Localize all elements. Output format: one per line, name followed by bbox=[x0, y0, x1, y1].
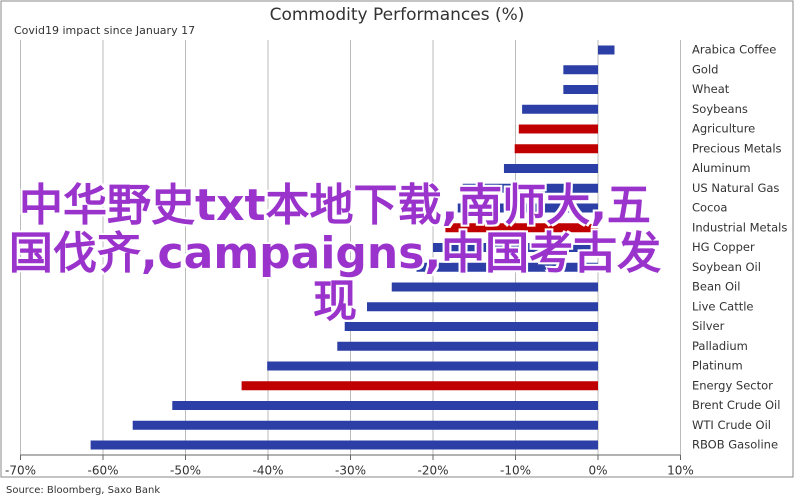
y-tick-label: HG Copper bbox=[692, 240, 755, 254]
bar bbox=[457, 203, 598, 213]
y-tick-label: Gold bbox=[692, 62, 718, 76]
chart-title: Commodity Performances (%) bbox=[270, 5, 525, 25]
bar bbox=[132, 420, 598, 430]
bar bbox=[367, 302, 598, 312]
x-tick-label: 10% bbox=[667, 464, 694, 478]
y-tick-label: Energy Sector bbox=[692, 378, 773, 392]
x-tick-label: -20% bbox=[417, 464, 448, 478]
y-tick-label: Wheat bbox=[692, 82, 730, 96]
bar bbox=[518, 124, 598, 134]
bar bbox=[337, 341, 598, 351]
x-tick-label: -70% bbox=[5, 464, 36, 478]
bar bbox=[445, 223, 598, 233]
overlay-text: 中华野史txt本地下载,南师大,五国伐齐,campaigns,中国考古发现 bbox=[8, 180, 662, 327]
y-tick-label: WTI Crude Oil bbox=[692, 418, 771, 432]
x-tick-label: -40% bbox=[252, 464, 283, 478]
y-tick-label: Soybeans bbox=[692, 102, 748, 116]
bar bbox=[514, 144, 598, 154]
y-tick-label: Precious Metals bbox=[692, 141, 782, 155]
bar bbox=[172, 401, 599, 410]
y-tick-label: Agriculture bbox=[692, 122, 755, 136]
x-tick-label: -50% bbox=[170, 464, 201, 478]
x-tick-label: -10% bbox=[500, 464, 531, 478]
bar bbox=[90, 440, 598, 450]
bar bbox=[344, 322, 598, 331]
y-tick-label: RBOB Gasoline bbox=[692, 438, 778, 452]
y-tick-label: Platinum bbox=[692, 359, 743, 373]
bar bbox=[563, 65, 598, 75]
source: Source: Bloomberg, Saxo Bank bbox=[6, 485, 160, 496]
bar bbox=[503, 164, 598, 173]
bar bbox=[416, 262, 598, 272]
y-tick-label: Industrial Metals bbox=[692, 220, 787, 234]
bar bbox=[241, 381, 598, 391]
y-tick-label: Brent Crude Oil bbox=[692, 398, 780, 412]
y-tick-label: Silver bbox=[692, 319, 725, 333]
chart-subtitle: Covid19 impact since January 17 bbox=[14, 24, 195, 37]
y-tick-label: Cocoa bbox=[692, 201, 727, 215]
y-tick-label: US Natural Gas bbox=[692, 181, 779, 195]
y-tick-label: Palladium bbox=[692, 339, 748, 353]
x-tick-label: 0% bbox=[588, 464, 607, 478]
bar bbox=[563, 85, 598, 94]
bar bbox=[391, 282, 598, 292]
bar bbox=[462, 183, 598, 193]
x-tick-label: -60% bbox=[87, 464, 118, 478]
y-tick-label: Soybean Oil bbox=[692, 260, 761, 274]
x-tick-label: -30% bbox=[335, 464, 366, 478]
y-tick-label: Bean Oil bbox=[692, 280, 740, 294]
y-tick-label: Aluminum bbox=[692, 161, 751, 175]
y-tick-label: Arabica Coffee bbox=[692, 43, 776, 57]
bar bbox=[598, 45, 615, 55]
y-tick-label: Live Cattle bbox=[692, 299, 754, 313]
bar bbox=[522, 104, 598, 114]
bar bbox=[433, 243, 598, 252]
frame bbox=[0, 0, 794, 478]
bar bbox=[267, 361, 598, 371]
